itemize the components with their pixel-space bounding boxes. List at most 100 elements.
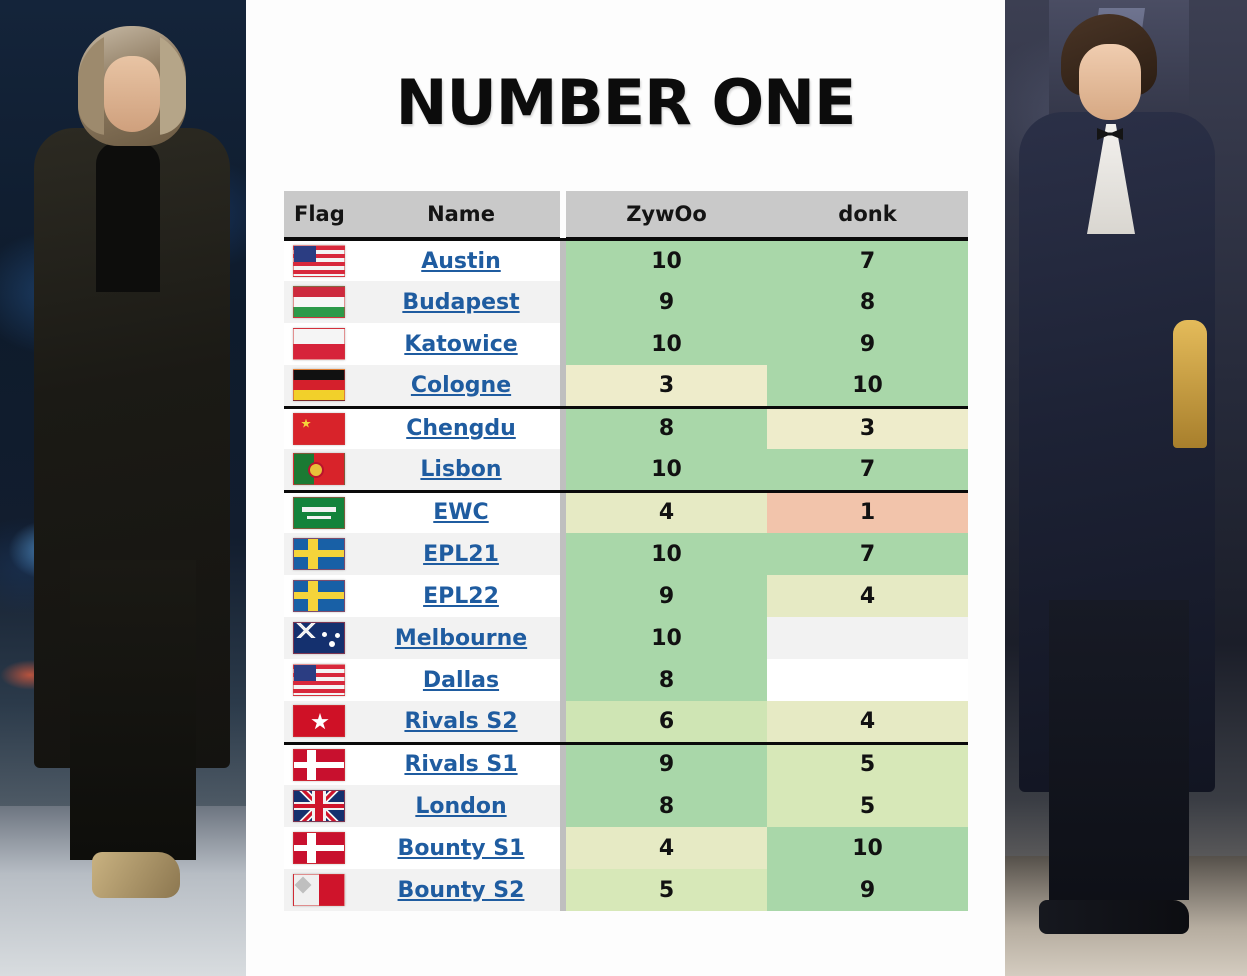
table-row: Dallas 8 [284,659,968,701]
cell-flag [284,533,362,575]
table-row: Austin 10 7 [284,237,968,281]
cell-donk-score: 4 [767,701,968,743]
cell-zywoo-score: 10 [566,449,767,491]
table-row: Chengdu 8 3 [284,405,968,449]
event-link[interactable]: Lisbon [420,456,502,482]
event-link[interactable]: London [415,793,507,819]
event-link[interactable]: Bounty S1 [397,835,525,861]
table-row: Katowice 10 9 [284,323,968,365]
center-panel: NUMBER ONE Flag Name ZywOo donk Austin 10… [246,0,1005,976]
cell-zywoo-score: 10 [566,237,767,281]
cell-flag [284,323,362,365]
column-divider [560,741,566,785]
event-link[interactable]: EPL21 [423,541,499,567]
cell-event-name: Bounty S1 [362,827,560,869]
column-header-spacer [560,191,566,239]
event-link[interactable]: EPL22 [423,583,499,609]
cell-donk-score: 9 [767,323,968,365]
flag-denmark-icon [293,832,345,864]
table-row: EWC 4 1 [284,489,968,533]
table-row: Melbourne 10 [284,617,968,659]
event-link[interactable]: Katowice [404,331,518,357]
cell-donk-score [767,659,968,701]
flag-united-states-icon [293,245,345,277]
right-photo-legs [1049,600,1189,900]
table-row: Budapest 9 8 [284,281,968,323]
left-photo-hair-front [78,30,186,135]
column-header-name: Name [362,191,560,241]
column-divider [560,281,566,323]
left-photo-legs [70,560,196,860]
event-link[interactable]: Rivals S1 [404,752,518,778]
flag-china-icon [293,412,345,445]
cell-flag [284,405,362,449]
cell-donk-score: 4 [767,575,968,617]
cell-event-name: Bounty S2 [362,869,560,911]
column-divider [560,365,566,407]
cell-event-name: Dallas [362,659,560,701]
flag-portugal-icon [293,453,345,486]
cell-donk-score: 5 [767,741,968,785]
table-row: Lisbon 10 7 [284,449,968,491]
event-link[interactable]: Chengdu [406,416,516,442]
cell-zywoo-score: 8 [566,785,767,827]
column-divider [560,701,566,743]
cell-flag [284,489,362,533]
cell-flag [284,741,362,785]
cell-flag [284,449,362,491]
cell-donk-score: 8 [767,281,968,323]
table-row: London 8 5 [284,785,968,827]
cell-event-name: EWC [362,489,560,533]
event-link[interactable]: Dallas [422,667,500,693]
column-divider [560,785,566,827]
flag-poland-icon [293,328,345,360]
cell-event-name: Budapest [362,281,560,323]
cell-flag [284,281,362,323]
flag-australia-icon [293,622,345,654]
right-photo-trophy [1173,320,1207,448]
cell-event-name: EPL21 [362,533,560,575]
cell-zywoo-score: 10 [566,533,767,575]
cell-event-name: Katowice [362,323,560,365]
left-photo-shoe [92,852,180,898]
left-player-photo [0,0,246,976]
right-player-photo [1005,0,1247,976]
column-divider [560,575,566,617]
event-link[interactable]: Budapest [402,289,520,315]
event-link[interactable]: Rivals S2 [404,708,518,734]
table-row: Rivals S2 6 4 [284,701,968,743]
cell-zywoo-score: 9 [566,741,767,785]
cell-flag [284,869,362,911]
event-link[interactable]: EWC [433,500,489,526]
cell-zywoo-score: 5 [566,869,767,911]
cell-event-name: Melbourne [362,617,560,659]
cell-zywoo-score: 6 [566,701,767,743]
table-body: Austin 10 7 Budapest 9 8 Katowice 10 9 Cologne 3 10… [284,237,968,911]
cell-flag [284,617,362,659]
flag-united-kingdom-icon [293,790,345,822]
cell-flag [284,701,362,743]
event-link[interactable]: Cologne [410,372,512,398]
column-header-donk: donk [767,191,968,241]
table-row: EPL21 10 7 [284,533,968,575]
event-link[interactable]: Bounty S2 [397,877,525,903]
cell-flag [284,785,362,827]
cell-zywoo-score: 4 [566,489,767,533]
table-row: Rivals S1 9 5 [284,741,968,785]
cell-donk-score: 10 [767,827,968,869]
flag-sweden-icon [293,538,345,570]
right-photo-bowtie [1097,128,1123,140]
column-header-flag: Flag [284,191,362,241]
cell-event-name: London [362,785,560,827]
flag-germany-icon [293,369,345,402]
comparison-table: Flag Name ZywOo donk Austin 10 7 Budapest 9 8… [284,191,968,911]
flag-denmark-icon [293,748,345,781]
event-link[interactable]: Austin [421,248,501,274]
cell-event-name: EPL22 [362,575,560,617]
flag-malta-icon [293,874,345,906]
cell-zywoo-score: 10 [566,617,767,659]
event-link[interactable]: Melbourne [394,625,528,651]
cell-event-name: Austin [362,237,560,281]
right-photo-shoes [1039,900,1189,934]
cell-donk-score: 3 [767,405,968,449]
